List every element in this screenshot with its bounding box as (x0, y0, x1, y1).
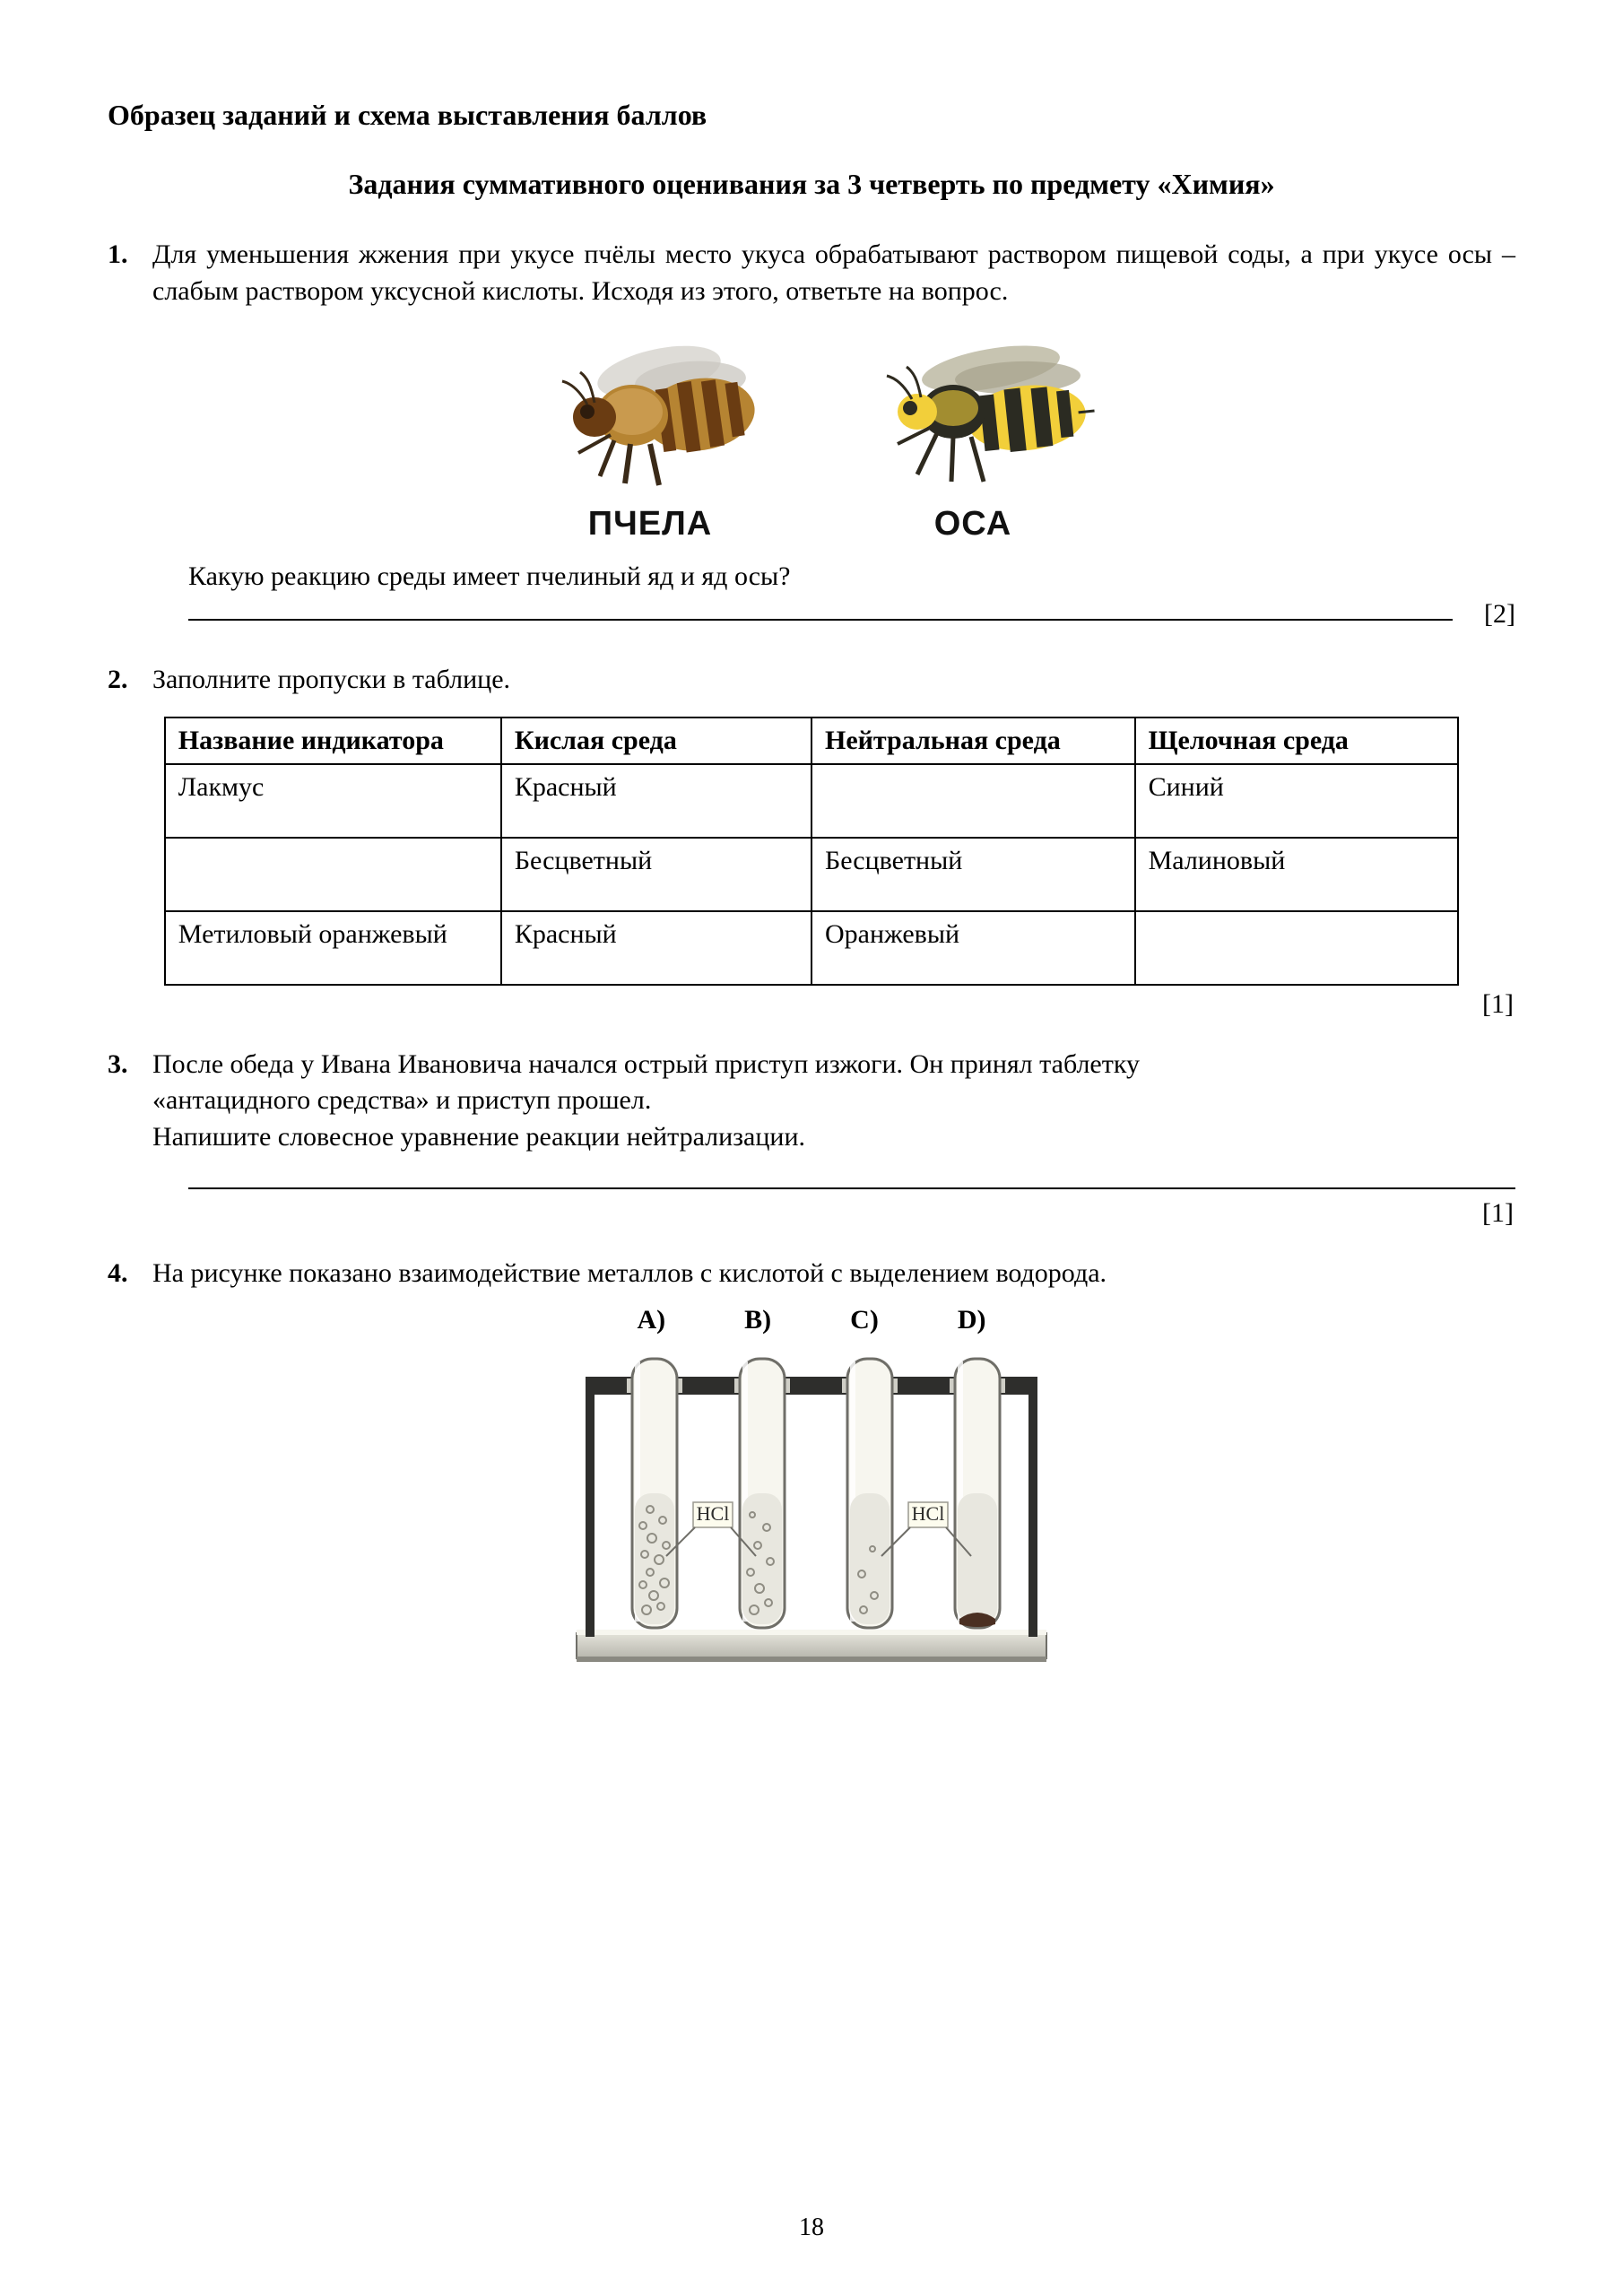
tubes-icon: HCl HCl (560, 1341, 1063, 1682)
bee-icon (525, 318, 776, 498)
th-acid: Кислая среда (501, 718, 812, 764)
tubes-figure: A) B) C) D) (108, 1305, 1515, 1682)
cell: Лакмус (178, 772, 265, 802)
q3-answer-rule (188, 1187, 1515, 1189)
bee-label: ПЧЕЛА (588, 505, 712, 544)
cell: Малиновый (1149, 846, 1286, 875)
question-2: 2. Заполните пропуски в таблице. Названи… (108, 662, 1515, 1020)
cell: Метиловый оранжевый (178, 919, 447, 949)
q3-points: [1] (108, 1198, 1515, 1229)
page-number: 18 (0, 2213, 1623, 2242)
table-row: Бесцветный Бесцветный Малиновый (165, 838, 1458, 911)
q3-line3: Напишите словесное уравнение реакции ней… (152, 1119, 1515, 1156)
table-row: Метиловый оранжевый Красный Оранжевый (165, 911, 1458, 985)
heading-sub: Задания суммативного оценивания за 3 чет… (108, 168, 1515, 201)
tube-label-c: C) (850, 1305, 879, 1335)
indicator-table: Название индикатора Кислая среда Нейтрал… (164, 717, 1459, 986)
question-4: 4. На рисунке показано взаимодействие ме… (108, 1256, 1515, 1682)
q1-number: 1. (108, 237, 152, 274)
th-alkaline-text: Щелочная среда (1149, 726, 1349, 755)
heading-main: Образец заданий и схема выставления балл… (108, 99, 1515, 132)
hcl-label-2: HCl (912, 1502, 945, 1525)
q4-text: На рисунке показано взаимодействие метал… (152, 1256, 1515, 1292)
cell: Бесцветный (825, 846, 962, 875)
th-neutral-text: Нейтральная среда (825, 726, 1061, 755)
table-row: Лакмус Красный Синий (165, 764, 1458, 838)
q1-subquestion: Какую реакцию среды имеет пчелиный яд и … (188, 561, 1515, 592)
q3-line1: После обеда у Ивана Ивановича начался ос… (152, 1047, 1515, 1083)
wasp-figure: ОСА (847, 318, 1098, 544)
tube-label-b: B) (744, 1305, 771, 1335)
wasp-icon (847, 318, 1098, 498)
question-1: 1. Для уменьшения жжения при укусе пчёлы… (108, 237, 1515, 626)
cell: Синий (1149, 772, 1224, 802)
cell: Красный (515, 772, 617, 802)
q3-line2: «антацидного средства» и приступ прошел. (152, 1083, 1515, 1119)
question-3: 3. После обеда у Ивана Ивановича начался… (108, 1047, 1515, 1230)
q4-number: 4. (108, 1256, 152, 1292)
cell: Оранжевый (825, 919, 959, 949)
cell: Красный (515, 919, 617, 949)
wasp-label: ОСА (934, 505, 1012, 544)
hcl-label-1: HCl (697, 1502, 730, 1525)
th-neutral: Нейтральная среда (812, 718, 1135, 764)
table-header-row: Название индикатора Кислая среда Нейтрал… (165, 718, 1458, 764)
th-acid-text: Кислая среда (515, 726, 677, 755)
tube-label-d: D) (958, 1305, 986, 1335)
tubes-labels-row: A) B) C) D) (638, 1305, 986, 1335)
q2-text: Заполните пропуски в таблице. (152, 662, 1515, 699)
cell: Бесцветный (515, 846, 652, 875)
insects-figure: ПЧЕЛА (108, 318, 1515, 544)
bee-figure: ПЧЕЛА (525, 318, 776, 544)
tube-label-a: A) (638, 1305, 666, 1335)
q2-points: [1] (108, 989, 1515, 1020)
q1-answer-line: [2] (188, 596, 1515, 626)
q2-number: 2. (108, 662, 152, 699)
th-alkaline: Щелочная среда (1135, 718, 1459, 764)
th-indicator-text: Название индикатора (178, 726, 444, 755)
q1-points: [2] (1484, 599, 1515, 630)
q3-answer-line (188, 1164, 1515, 1195)
q3-number: 3. (108, 1047, 152, 1083)
page: Образец заданий и схема выставления балл… (0, 0, 1623, 2296)
q1-answer-rule (188, 619, 1453, 621)
th-indicator: Название индикатора (165, 718, 501, 764)
q1-text: Для уменьшения жжения при укусе пчёлы ме… (152, 237, 1515, 309)
